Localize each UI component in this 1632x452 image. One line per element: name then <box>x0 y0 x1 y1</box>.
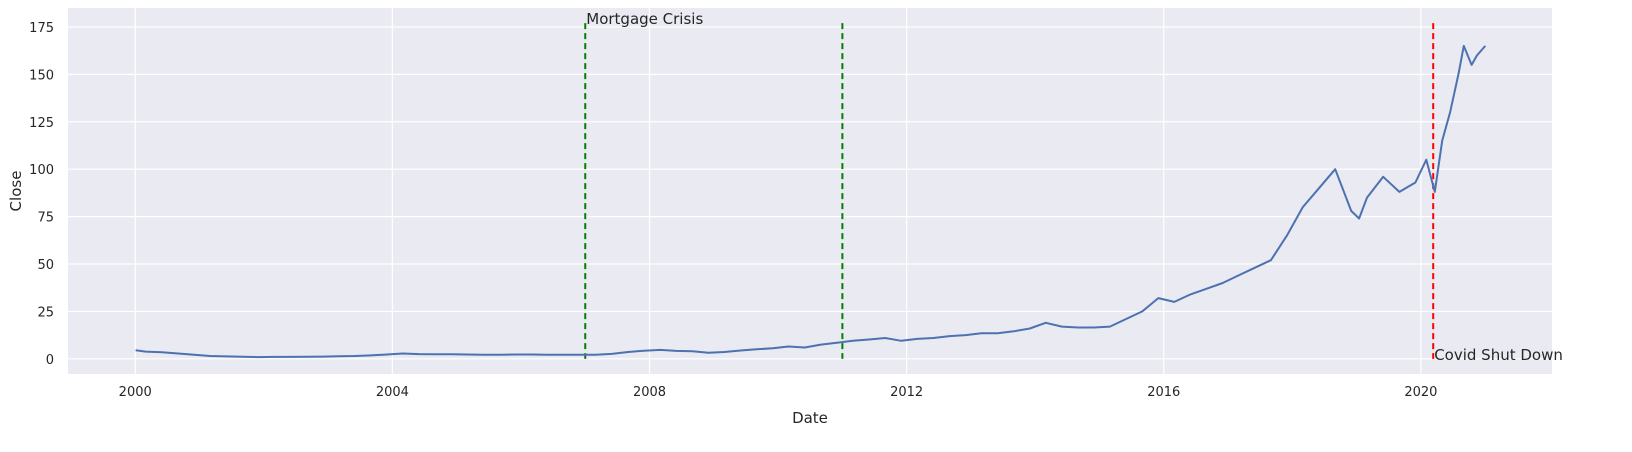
x-axis-label: Date <box>792 409 828 427</box>
y-tick-label: 25 <box>37 305 54 320</box>
annotation-label: Covid Shut Down <box>1434 346 1563 364</box>
annotations: Mortgage Crisis Covid Shut Down <box>584 10 1563 364</box>
y-tick-label: 0 <box>46 353 54 368</box>
y-axis-label: Close <box>7 171 25 212</box>
x-tick-label: 2016 <box>1147 385 1180 400</box>
x-tick-label: 2000 <box>119 385 152 400</box>
y-tick-label: 125 <box>29 116 54 131</box>
y-tick-label: 175 <box>29 21 54 36</box>
grid <box>68 8 1552 374</box>
series-line <box>135 44 1487 359</box>
y-ticks: 0 25 50 75 100 125 150 175 <box>29 21 54 368</box>
y-tick-label: 100 <box>29 163 54 178</box>
x-tick-label: 2012 <box>890 385 923 400</box>
x-tick-label: 2004 <box>376 385 409 400</box>
y-tick-label: 150 <box>29 68 54 83</box>
annotation-label: Mortgage Crisis <box>586 10 703 28</box>
x-tick-label: 2020 <box>1404 385 1437 400</box>
y-tick-label: 50 <box>37 258 54 273</box>
x-ticks: 2000 2004 2008 2012 2016 2020 <box>119 385 1438 400</box>
y-tick-label: 75 <box>37 211 54 226</box>
plot-background <box>68 8 1552 374</box>
x-tick-label: 2008 <box>633 385 666 400</box>
